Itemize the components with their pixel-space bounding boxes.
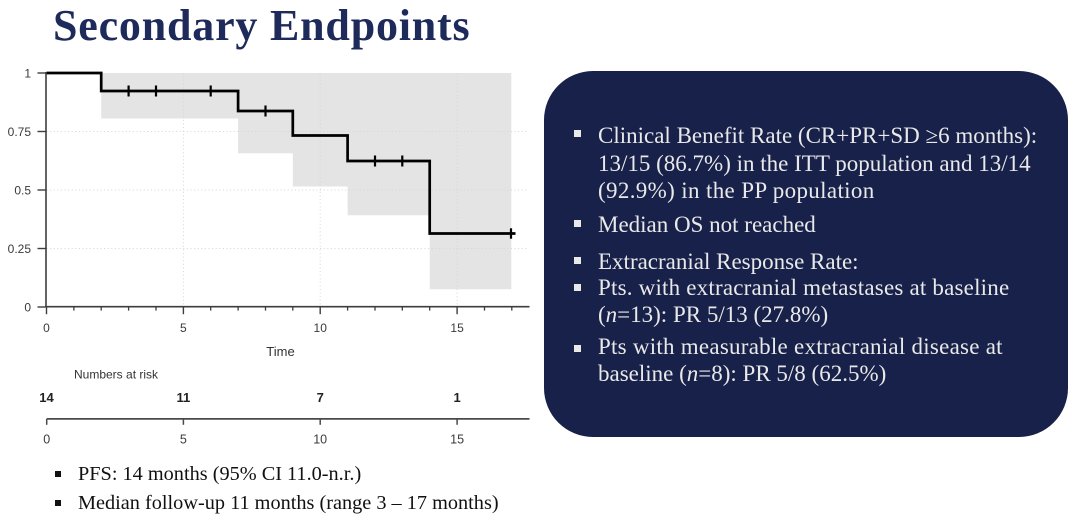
svg-text:Time: Time — [266, 344, 294, 359]
svg-text:0.75: 0.75 — [8, 125, 32, 139]
svg-text:14: 14 — [39, 390, 54, 405]
svg-text:10: 10 — [314, 321, 328, 335]
svg-text:10: 10 — [313, 433, 327, 447]
svg-text:11: 11 — [177, 390, 191, 405]
svg-text:0.25: 0.25 — [8, 242, 32, 256]
svg-text:15: 15 — [450, 321, 464, 335]
svg-text:5: 5 — [180, 321, 187, 335]
svg-text:0: 0 — [24, 300, 31, 314]
svg-text:5: 5 — [180, 433, 187, 447]
svg-text:15: 15 — [450, 433, 464, 447]
svg-text:1: 1 — [24, 66, 31, 80]
svg-text:0.5: 0.5 — [14, 183, 31, 197]
svg-text:0: 0 — [43, 433, 50, 447]
svg-text:1: 1 — [453, 390, 460, 405]
svg-text:7: 7 — [317, 390, 324, 405]
svg-text:Numbers at risk: Numbers at risk — [74, 368, 159, 382]
svg-text:0: 0 — [43, 321, 50, 335]
